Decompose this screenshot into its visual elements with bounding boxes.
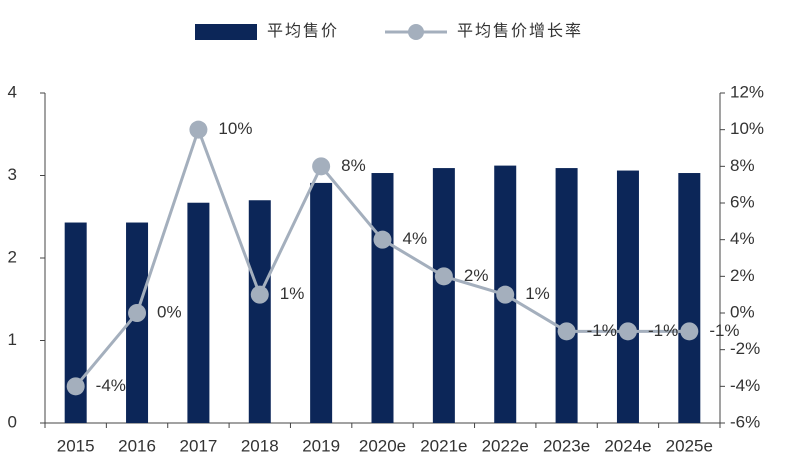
legend-swatch: [408, 24, 424, 40]
y2-tick-label: 8%: [730, 156, 755, 175]
line-marker: [128, 304, 147, 322]
line-marker: [434, 267, 453, 286]
y2-tick-label: 10%: [730, 119, 764, 138]
x-tick-label: 2020e: [359, 436, 406, 455]
line-marker: [66, 377, 85, 396]
x-tick-label: 2024e: [604, 436, 651, 455]
y2-tick-label: 6%: [730, 192, 755, 211]
data-label: -1%: [709, 321, 739, 340]
data-label: -1%: [587, 321, 617, 340]
bar: [555, 168, 578, 423]
y2-tick-label: 0%: [730, 302, 755, 321]
legend-swatch: [195, 24, 257, 40]
line-marker: [618, 322, 637, 341]
y2-tick-label: 12%: [730, 82, 764, 101]
y2-tick-label: 2%: [730, 266, 755, 285]
bar: [126, 222, 149, 423]
bar: [678, 173, 701, 423]
data-label: 10%: [218, 119, 252, 138]
y-tick-label: 3: [8, 165, 17, 184]
y2-tick-label: 4%: [730, 229, 755, 248]
bar: [248, 200, 271, 423]
y-tick-label: 4: [8, 82, 17, 101]
bar: [371, 173, 394, 423]
data-label: 0%: [157, 302, 182, 321]
line-marker: [680, 322, 699, 341]
x-tick-label: 2016: [118, 436, 156, 455]
bar: [64, 222, 87, 423]
line-marker: [557, 322, 576, 341]
x-tick-label: 2022e: [482, 436, 529, 455]
data-label: 4%: [403, 229, 428, 248]
data-label: 2%: [464, 266, 489, 285]
x-tick-label: 2018: [241, 436, 279, 455]
x-tick-label: 2021e: [420, 436, 467, 455]
data-label: 1%: [280, 284, 305, 303]
data-label: -1%: [648, 321, 678, 340]
bar: [187, 202, 210, 423]
bar: [432, 168, 455, 423]
line-marker: [373, 230, 392, 249]
bar: [310, 182, 333, 423]
x-tick-label: 2017: [179, 436, 217, 455]
data-label: 8%: [341, 156, 366, 175]
line-marker: [189, 120, 208, 139]
line-marker: [250, 285, 269, 304]
y-tick-label: 2: [8, 247, 17, 266]
data-label: 1%: [525, 284, 550, 303]
line-marker: [496, 285, 515, 304]
line-marker: [312, 157, 331, 176]
y-tick-label: 1: [8, 330, 17, 349]
y2-tick-label: -6%: [730, 412, 760, 431]
x-tick-label: 2023e: [543, 436, 590, 455]
data-label: -4%: [96, 376, 126, 395]
legend-label: 平均售价增长率: [457, 22, 583, 40]
y2-tick-label: -2%: [730, 339, 760, 358]
legend-label: 平均售价: [267, 22, 339, 40]
bar: [616, 170, 639, 423]
x-tick-label: 2015: [57, 436, 95, 455]
x-tick-label: 2019: [302, 436, 340, 455]
y-tick-label: 0: [8, 412, 17, 431]
y2-tick-label: -4%: [730, 376, 760, 395]
x-tick-label: 2025e: [666, 436, 713, 455]
